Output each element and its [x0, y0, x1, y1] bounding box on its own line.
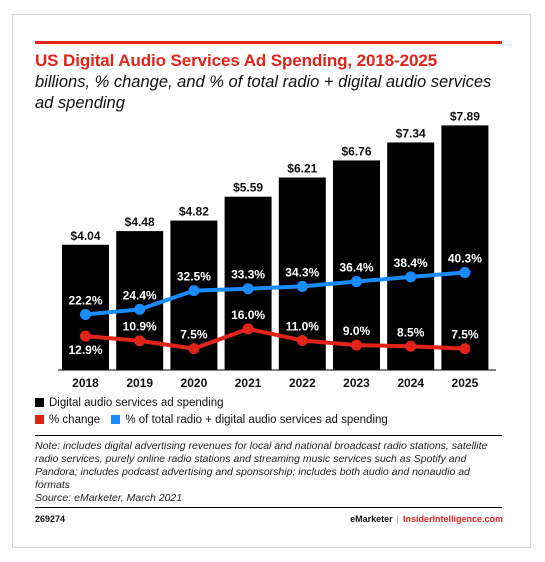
bar-value-label-2024: $7.34	[396, 126, 426, 140]
brand-emarketer: eMarketer	[350, 514, 393, 524]
note-text: Note: includes digital advertising reven…	[35, 440, 488, 491]
bar-2025	[441, 125, 489, 370]
chart-title: US Digital Audio Services Ad Spending, 2…	[35, 51, 438, 70]
pct-change-label-2024: 8.5%	[397, 325, 425, 339]
pct-change-point-2024	[405, 340, 417, 352]
brand-separator: |	[396, 514, 399, 524]
title-accent-bar	[35, 41, 502, 44]
pct-change-label-2023: 9.0%	[343, 324, 371, 338]
legend-label-pct-total: % of total radio + digital audio service…	[125, 414, 388, 426]
legend-item-pct-change: % change	[35, 414, 103, 426]
x-tick-2023: 2023	[343, 376, 370, 390]
pct-total-point-2024	[405, 271, 417, 283]
pct-total-label-2019: 24.4%	[123, 288, 157, 302]
x-tick-2025: 2025	[452, 376, 479, 390]
bar-value-label-2023: $6.76	[341, 144, 371, 158]
pct-total-label-2024: 38.4%	[394, 256, 428, 270]
chart-note: Note: includes digital advertising reven…	[35, 440, 505, 505]
pct-total-label-2018: 22.2%	[68, 293, 102, 307]
chart-id: 269274	[35, 514, 66, 524]
bar-value-label-2019: $4.48	[125, 215, 155, 229]
chart-subtitle: billions, % change, and % of total radio…	[35, 73, 492, 112]
pct-total-line	[85, 270, 466, 317]
legend-swatch-red	[35, 415, 44, 424]
pct-total-point-2021	[242, 283, 254, 295]
bar-2019	[116, 231, 164, 370]
pct-change-label-2020: 7.5%	[180, 328, 208, 342]
pct-change-line	[85, 326, 465, 351]
note-source: Source: eMarketer, March 2021	[35, 492, 183, 504]
pct-total-label-2020: 32.5%	[177, 270, 211, 284]
legend-item-pct-total: % of total radio + digital audio service…	[111, 414, 388, 426]
pct-change-label-2025: 7.5%	[451, 328, 479, 342]
x-tick-2020: 2020	[181, 376, 208, 390]
pct-total-label-2021: 33.3%	[231, 268, 265, 282]
pct-change-point-2022	[296, 334, 308, 346]
pct-change-point-2020	[188, 343, 200, 355]
pct-change-label-2022: 11.0%	[286, 319, 320, 333]
bar-2023	[333, 160, 380, 370]
pct-change-label-2018: 12.9%	[68, 343, 102, 357]
legend-row-2: % change % of total radio + digital audi…	[35, 414, 396, 426]
bar-value-label-2025: $7.89	[450, 109, 480, 123]
bar-value-label-2018: $4.04	[70, 229, 100, 243]
pct-total-point-2019	[134, 303, 146, 315]
legend-label-pct-change: % change	[49, 414, 101, 426]
bar-value-label-2021: $5.59	[233, 181, 263, 195]
legend-swatch-blue	[111, 415, 121, 424]
footer-brand: eMarketer | InsiderIntelligence.com	[350, 514, 503, 524]
pct-total-label-2025: 40.3%	[448, 252, 482, 266]
bar-2024	[387, 142, 435, 370]
pct-change-point-2021	[242, 323, 254, 335]
pct-total-label-2022: 34.3%	[285, 265, 319, 279]
pct-change-label-2021: 16.0%	[231, 308, 265, 322]
legend-swatch-black	[35, 398, 44, 407]
pct-change-point-2018	[80, 330, 91, 342]
pct-change-point-2019	[134, 335, 146, 347]
brand-insider-intelligence: InsiderIntelligence.com	[402, 514, 503, 524]
pct-change-label-2019: 10.9%	[123, 320, 157, 334]
labels-layer: $4.04 $4.48 $4.82 $5.59 $6.21 $6.76 $7.34 $7.89…	[68, 109, 482, 357]
pct-total-point-2023	[351, 276, 362, 288]
x-tick-labels: 2018 2019 2020 2021 2022 2023 2024 2025	[72, 376, 478, 390]
bar-2018	[62, 244, 109, 370]
x-tick-2019: 2019	[126, 376, 153, 390]
legend-item-spending: Digital audio services ad spending	[35, 397, 224, 409]
footer-divider	[35, 507, 502, 508]
x-tick-2018: 2018	[72, 376, 99, 390]
note-divider	[35, 435, 502, 436]
pct-total-point-2022	[296, 280, 308, 292]
pct-total-label-2023: 36.4%	[339, 261, 373, 275]
bar-value-label-2020: $4.82	[179, 205, 209, 219]
pct-change-point-2025	[459, 343, 471, 355]
pct-total-point-2018	[80, 308, 91, 320]
pct-change-point-2023	[351, 339, 362, 351]
bar-value-label-2022: $6.21	[287, 161, 317, 175]
x-tick-2021: 2021	[235, 376, 262, 390]
legend-row-1: Digital audio services ad spending	[35, 397, 232, 409]
x-tick-2024: 2024	[397, 376, 424, 390]
pct-total-point-2025	[459, 267, 471, 279]
lines-layer	[80, 267, 471, 355]
legend-label-spending: Digital audio services ad spending	[49, 397, 224, 409]
x-tick-2022: 2022	[289, 376, 316, 390]
pct-total-point-2020	[188, 285, 200, 297]
